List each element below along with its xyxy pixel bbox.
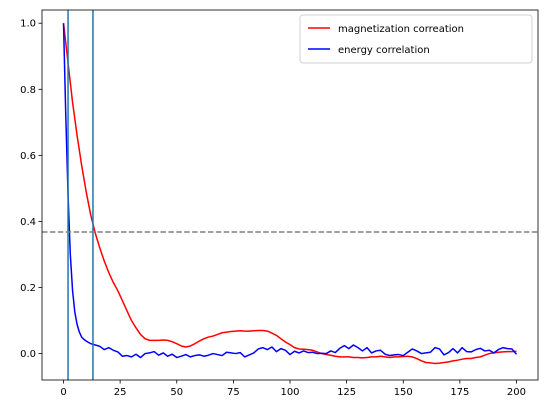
x-tick-label: 100 xyxy=(280,387,299,398)
y-tick-label: 1.0 xyxy=(20,19,36,30)
x-tick-label: 175 xyxy=(450,387,469,398)
legend-label-0: magnetization correation xyxy=(338,24,464,35)
x-tick-label: 50 xyxy=(170,387,183,398)
x-tick-label: 200 xyxy=(507,387,526,398)
y-axis: 0.0 0.2 0.4 0.6 0.8 1.0 xyxy=(20,19,42,360)
legend-label-1: energy correlation xyxy=(338,45,430,56)
legend-box xyxy=(299,14,533,64)
legend: magnetization correation energy correlati… xyxy=(299,14,533,64)
series-line-1 xyxy=(62,23,518,359)
y-tick-label: 0.8 xyxy=(20,85,36,96)
x-tick-label: 75 xyxy=(227,387,240,398)
x-axis: 0 25 50 75 100 125 150 175 200 xyxy=(60,380,526,398)
x-tick-label: 150 xyxy=(394,387,413,398)
x-tick-label: 125 xyxy=(337,387,356,398)
y-tick-label: 0.0 xyxy=(20,349,36,360)
series-line-0 xyxy=(62,23,517,365)
y-tick-label: 0.6 xyxy=(20,151,36,162)
x-tick-label: 25 xyxy=(114,387,127,398)
plot-area xyxy=(41,9,539,381)
x-tick-label: 0 xyxy=(60,387,66,398)
y-tick-label: 0.4 xyxy=(20,217,36,228)
y-tick-label: 0.2 xyxy=(20,283,36,294)
